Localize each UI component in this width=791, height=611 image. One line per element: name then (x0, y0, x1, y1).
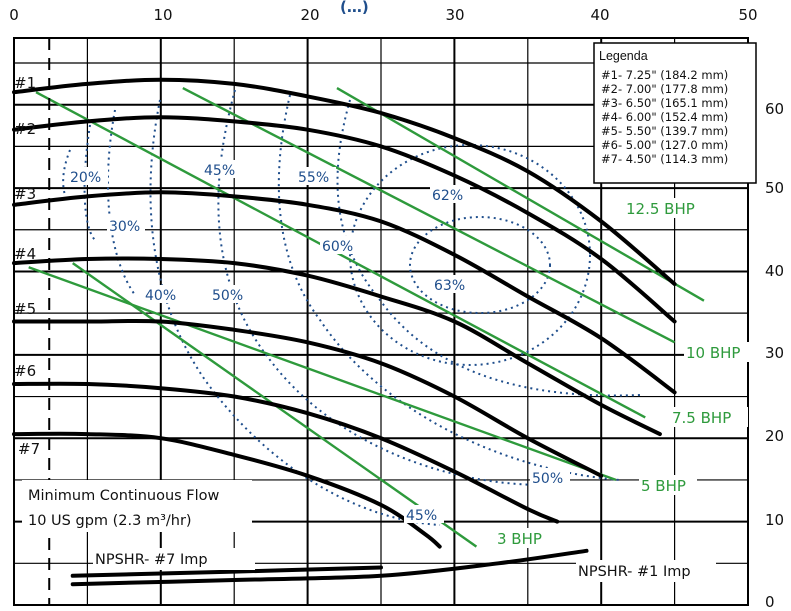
label-bg (576, 560, 716, 582)
npshr-label-7: NPSHR- #7 Imp (95, 552, 208, 568)
impeller-label-1: #1 (14, 74, 36, 92)
impeller-labels: #1 #2 #3 #4 #5 #6 #7 (14, 74, 40, 458)
label-bg (320, 236, 360, 254)
bhp-line-0 (336, 86, 705, 302)
y-tick-label: 40 (765, 262, 784, 280)
label-bg (432, 275, 472, 293)
minimum-flow-note-line2: 10 US gpm (2.3 m³/hr) (28, 513, 192, 529)
impeller-curve-1 (12, 77, 677, 286)
impeller-label-6: #6 (14, 362, 36, 380)
bhp-line-1 (182, 86, 676, 344)
efficiency-labels: 20% 30% 40% 45% 50% 55% 60% 62% 63% 50% … (68, 160, 570, 524)
x-tick-label: 50 (738, 6, 757, 24)
y-axis-ticks: 60 50 40 30 20 10 0 (765, 100, 784, 611)
bhp-line-3 (28, 266, 617, 482)
y-tick-label: 10 (765, 511, 784, 529)
legend-entry: #7- 4.50" (114.3 mm) (601, 152, 728, 166)
bhp-label-12-5: 12.5 BHP (626, 200, 695, 218)
npshr-curve-1 (70, 548, 589, 587)
x-tick-label: 20 (300, 6, 319, 24)
legend-entry: #6- 5.00" (127.0 mm) (601, 138, 728, 152)
efficiency-label: 50% (212, 288, 243, 304)
npshr-curve-0 (70, 565, 383, 578)
label-bg (404, 505, 444, 523)
label-bg (143, 285, 183, 303)
note-bg (22, 480, 252, 532)
minimum-flow-note-line1: Minimum Continuous Flow (28, 488, 220, 504)
npshr-label-1: NPSHR- #1 Imp (578, 564, 691, 580)
x-tick-label: 30 (445, 6, 464, 24)
label-bg (639, 475, 697, 495)
y-tick-label: 30 (765, 344, 784, 362)
efficiency-contour-63 (409, 216, 551, 314)
legend-entry: #3- 6.50" (165.1 mm) (601, 96, 728, 110)
label-bg (530, 468, 570, 486)
impeller-curve-6 (12, 381, 560, 524)
impeller-curve-2 (12, 115, 677, 324)
label-bg (209, 285, 249, 303)
legend-title: Legenda (599, 49, 648, 63)
impeller-curve-4 (12, 256, 662, 437)
efficiency-label: 45% (406, 508, 437, 524)
efficiency-label: 20% (70, 170, 101, 186)
impeller-curves (12, 77, 677, 549)
label-bg (107, 216, 145, 234)
efficiency-label: 55% (298, 170, 329, 186)
label-bg (202, 160, 242, 178)
legend-box (593, 42, 757, 184)
top-partial-text: (…) (340, 0, 369, 16)
label-bg (93, 548, 255, 570)
efficiency-label: 50% (532, 471, 563, 487)
impeller-label-3: #3 (14, 185, 36, 203)
efficiency-label: 60% (322, 239, 353, 255)
x-tick-label: 10 (153, 6, 172, 24)
efficiency-label: 45% (204, 163, 235, 179)
minimum-flow-note: Minimum Continuous Flow 10 US gpm (2.3 m… (22, 480, 252, 532)
label-bg (670, 407, 748, 427)
impeller-curve-7 (12, 431, 442, 549)
efficiency-contour-20 (62, 149, 71, 196)
legend-entry: #1- 7.25" (184.2 mm) (601, 68, 728, 82)
legend-entry: #5- 5.50" (139.7 mm) (601, 124, 728, 138)
legend: Legenda #1- 7.25" (184.2 mm) #2- 7.00" (… (593, 42, 757, 184)
y-tick-label: 60 (765, 100, 784, 118)
label-bg (296, 167, 336, 185)
legend-entry: #4- 6.00" (152.4 mm) (601, 110, 728, 124)
bhp-label-10: 10 BHP (686, 344, 740, 362)
efficiency-label: 63% (434, 278, 465, 294)
y-tick-label: 50 (765, 179, 784, 197)
impeller-label-5: #5 (14, 300, 36, 318)
bhp-labels: 12.5 BHP 10 BHP 7.5 BHP 5 BHP 3 BHP (494, 198, 754, 548)
legend-entry: #2- 7.00" (177.8 mm) (601, 82, 728, 96)
y-tick-label: 0 (765, 593, 775, 611)
bhp-label-3: 3 BHP (497, 530, 542, 548)
impeller-label-2: #2 (14, 120, 36, 138)
impeller-curve-5 (12, 318, 604, 478)
x-tick-label: 40 (590, 6, 609, 24)
x-tick-label: 0 (9, 6, 19, 24)
label-bg (68, 167, 108, 185)
efficiency-label: 30% (109, 219, 140, 235)
impeller-label-7: #7 (18, 440, 40, 458)
x-axis-ticks: 0 10 20 30 40 50 (9, 6, 757, 24)
npshr-curves (70, 548, 589, 587)
efficiency-contour-30 (83, 124, 96, 241)
efficiency-label: 62% (432, 188, 463, 204)
npshr-labels: NPSHR- #7 Imp NPSHR- #1 Imp (93, 548, 716, 582)
impeller-label-4: #4 (14, 245, 36, 263)
label-bg (430, 185, 470, 203)
label-bg (684, 342, 754, 362)
efficiency-contour-50 (217, 89, 546, 486)
efficiency-contour-60 (336, 99, 641, 397)
bhp-label-7-5: 7.5 BHP (672, 409, 731, 427)
label-bg (494, 528, 556, 548)
impeller-curve-3 (12, 190, 677, 395)
y-tick-label: 20 (765, 427, 784, 445)
bhp-line-2 (35, 91, 646, 419)
label-bg (625, 198, 707, 218)
efficiency-label: 40% (145, 288, 176, 304)
bhp-label-5: 5 BHP (641, 477, 686, 495)
